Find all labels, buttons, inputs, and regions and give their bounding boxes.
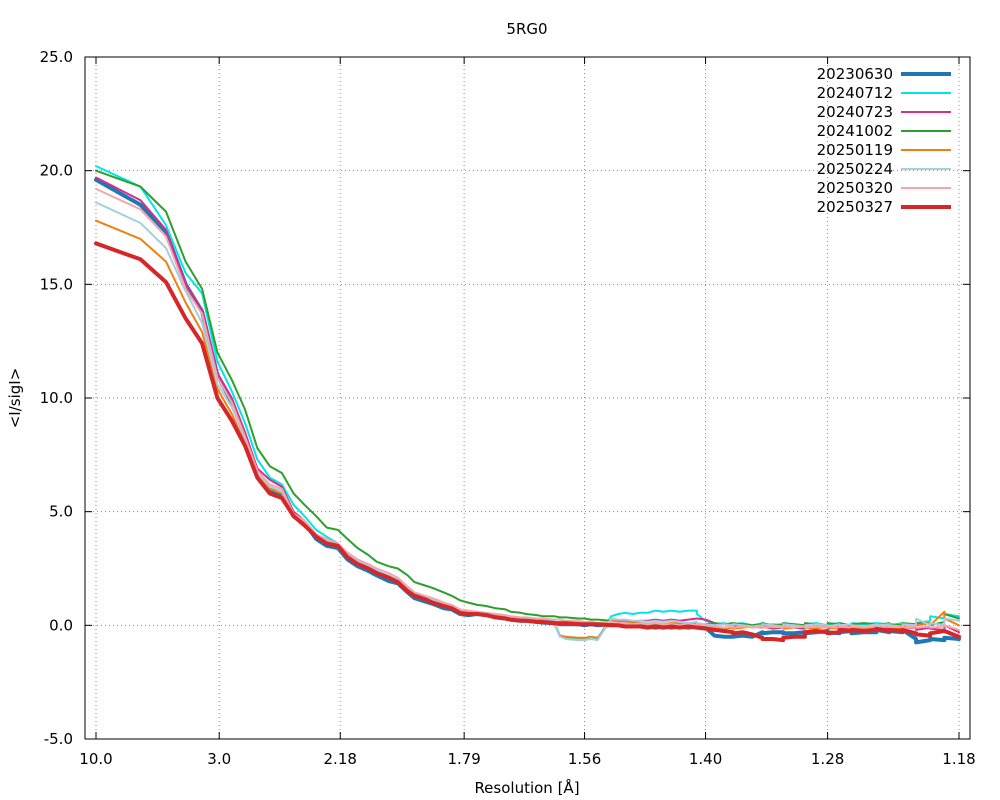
legend-label: 20250320: [817, 179, 893, 197]
legend-label: 20250327: [817, 198, 893, 216]
x-tick-label: 1.28: [811, 750, 844, 768]
y-tick-label: 5.0: [49, 503, 73, 521]
y-tick-label: 25.0: [40, 48, 73, 66]
y-tick-label: -5.0: [44, 730, 73, 748]
y-tick-label: 10.0: [40, 389, 73, 407]
y-axis-label: <I/sigI>: [6, 368, 24, 429]
x-tick-label: 1.79: [447, 750, 480, 768]
axes: -5.0 0.0 5.0 10.0 15.0 20.0 25.0 10.0 3.0 2.18 1.7…: [40, 48, 976, 768]
legend-label: 20241002: [817, 122, 893, 140]
plot-border: [84, 56, 971, 740]
x-tick-label: 3.0: [207, 750, 231, 768]
legend-label: 20240712: [817, 84, 893, 102]
series-line-20250327: [94, 241, 961, 643]
x-tick-label: 1.40: [689, 750, 722, 768]
series-lines: [94, 165, 961, 645]
series-line-20250320: [95, 187, 960, 631]
series-line-20250119: [95, 219, 960, 639]
y-tick-label: 15.0: [40, 275, 73, 293]
y-tick-label: 20.0: [40, 162, 73, 180]
x-tick-label: 1.18: [942, 750, 975, 768]
x-tick-label: 2.18: [324, 750, 357, 768]
y-tick-label: 0.0: [49, 616, 73, 634]
legend-label: 20250224: [817, 160, 893, 178]
x-axis-label: Resolution [Å]: [474, 778, 579, 797]
series-line-20250224: [95, 201, 960, 642]
legend-label: 20230630: [817, 65, 893, 83]
chart-title: 5RG0: [506, 20, 547, 38]
x-tick-label: 10.0: [79, 750, 112, 768]
legend-label: 20240723: [817, 103, 893, 121]
legend-label: 20250119: [817, 141, 893, 159]
x-tick-label: 1.56: [568, 750, 601, 768]
legend: 2023063020240712202407232024100220250119…: [817, 65, 951, 216]
